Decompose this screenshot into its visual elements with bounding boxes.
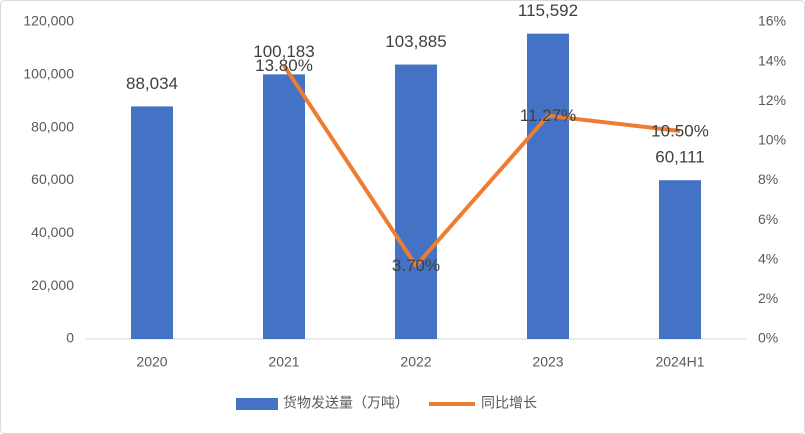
- line-value-label: 3.70%: [392, 256, 440, 275]
- y-tick-label: 80,000: [31, 118, 74, 134]
- y2-tick-label: 8%: [758, 171, 778, 187]
- x-tick-label: 2020: [136, 354, 167, 370]
- y2-tick-label: 6%: [758, 211, 778, 227]
- bar-value-label: 88,034: [126, 74, 178, 93]
- legend-swatch: [236, 398, 278, 410]
- legend-label: 同比增长: [481, 395, 537, 411]
- y-tick-label: 40,000: [31, 224, 74, 240]
- y2-tick-label: 4%: [758, 250, 778, 266]
- bar-value-label: 100,183: [253, 42, 314, 61]
- y2-tick-label: 2%: [758, 290, 778, 306]
- y2-tick-label: 16%: [758, 13, 786, 29]
- y-tick-label: 60,000: [31, 171, 74, 187]
- line-value-label: 13.80%: [255, 56, 313, 75]
- line: [282, 64, 681, 268]
- legend-label: 货物发送量（万吨）: [283, 395, 409, 411]
- line-value-label: 10.50%: [651, 121, 709, 140]
- bar: [527, 33, 569, 339]
- bar: [659, 180, 701, 339]
- y2-tick-label: 12%: [758, 92, 786, 108]
- bar: [395, 64, 437, 339]
- bar: [131, 106, 173, 340]
- y-tick-label: 20,000: [31, 277, 74, 293]
- y2-tick-label: 0%: [758, 330, 778, 346]
- y-tick-label: 0: [66, 330, 74, 346]
- bar: [263, 74, 305, 339]
- bar-value-label: 60,111: [655, 148, 704, 167]
- x-tick-label: 2023: [532, 354, 563, 370]
- y-tick-label: 100,000: [23, 66, 74, 82]
- y2-tick-label: 10%: [758, 132, 786, 148]
- x-tick-label: 2022: [400, 354, 431, 370]
- bar-value-label: 115,592: [518, 1, 578, 20]
- bar-value-label: 103,885: [385, 32, 446, 51]
- x-tick-label: 2021: [268, 354, 299, 370]
- line-value-label: 11.27%: [520, 106, 576, 125]
- x-tick-label: 2024H1: [655, 354, 704, 370]
- y-tick-label: 120,000: [23, 13, 74, 29]
- y2-tick-label: 14%: [758, 52, 786, 68]
